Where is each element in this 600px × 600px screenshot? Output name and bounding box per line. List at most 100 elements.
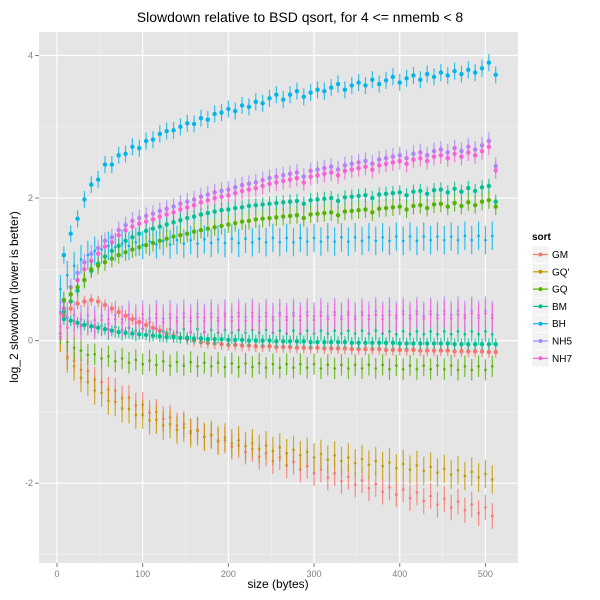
data-point: [312, 471, 316, 475]
data-point: [360, 329, 364, 332]
data-point: [431, 74, 437, 80]
data-point: [244, 362, 247, 365]
data-point: [65, 326, 69, 330]
data-point: [100, 391, 103, 394]
data-point: [161, 239, 165, 243]
data-point: [388, 486, 391, 489]
data-point: [93, 352, 96, 356]
data-point: [226, 337, 231, 343]
data-point: [333, 329, 336, 332]
data-point: [342, 346, 348, 351]
data-point: [260, 338, 265, 343]
data-point: [178, 217, 183, 223]
data-point: [360, 367, 364, 370]
data-point: [395, 235, 398, 238]
data-point: [367, 486, 371, 490]
data-point: [340, 317, 343, 321]
data-point: [445, 341, 450, 346]
data-point: [347, 475, 350, 479]
data-point: [281, 214, 286, 219]
data-point: [360, 239, 364, 243]
data-point: [175, 320, 179, 323]
data-point: [246, 203, 252, 209]
data-point: [287, 339, 293, 344]
data-point: [411, 189, 416, 194]
plot-panel: [39, 32, 518, 563]
data-point: [191, 336, 197, 341]
data-point: [466, 185, 471, 191]
data-point: [233, 337, 238, 343]
data-point: [233, 205, 238, 211]
data-point: [157, 334, 163, 339]
data-point: [130, 317, 135, 322]
x-axis: 0 100 200 300 400 500: [54, 563, 493, 579]
data-point: [404, 347, 409, 353]
data-point: [401, 330, 405, 333]
legend-item: GM: [531, 245, 568, 264]
data-point: [486, 349, 492, 355]
data-point: [353, 363, 357, 367]
data-point: [148, 320, 151, 324]
data-point: [239, 205, 245, 210]
data-point: [390, 347, 396, 353]
data-point: [285, 318, 288, 322]
data-point: [244, 237, 247, 240]
data-point: [463, 474, 467, 478]
data-point: [109, 328, 115, 333]
data-point: [72, 264, 76, 268]
data-point: [459, 189, 464, 194]
data-point: [141, 243, 144, 247]
data-point: [148, 359, 151, 362]
data-point: [477, 332, 480, 336]
data-point: [459, 341, 464, 347]
data-point: [418, 341, 423, 346]
data-point: [335, 198, 341, 204]
data-point: [445, 348, 450, 353]
data-point: [370, 210, 375, 215]
data-point: [353, 317, 357, 321]
grid-minor: [39, 32, 518, 563]
data-point: [292, 366, 295, 370]
data-point: [408, 235, 412, 238]
data-point: [376, 206, 382, 211]
data-point: [340, 479, 343, 483]
data-point: [367, 235, 371, 239]
data-point: [109, 240, 115, 245]
data-point: [287, 199, 293, 204]
data-point: [374, 313, 378, 317]
y-tick-label: 2: [28, 193, 33, 203]
y-axis: -2 0 2 4: [25, 51, 39, 488]
data-point: [308, 90, 313, 95]
data-point: [223, 365, 227, 369]
legend-label: GQ': [552, 267, 570, 278]
data-point: [363, 83, 368, 88]
data-point: [418, 188, 423, 194]
data-point: [415, 464, 419, 467]
data-point: [141, 362, 144, 366]
data-point: [274, 339, 279, 344]
data-point: [490, 364, 494, 368]
legend-point-icon: [538, 304, 543, 309]
data-point: [370, 340, 375, 345]
data-point: [267, 96, 272, 101]
data-point: [294, 198, 300, 204]
data-point: [445, 155, 450, 161]
data-point: [415, 239, 419, 243]
data-point: [264, 315, 268, 318]
data-point: [360, 457, 364, 461]
data-point: [347, 329, 350, 332]
legend-item: GQ': [531, 262, 570, 281]
data-point: [436, 235, 439, 238]
data-point: [198, 212, 204, 217]
data-point: [89, 267, 94, 272]
data-point: [246, 187, 252, 192]
data-point: [127, 407, 131, 411]
data-point: [349, 208, 354, 214]
data-point: [347, 240, 350, 243]
data-point: [443, 312, 446, 316]
data-point: [65, 273, 69, 277]
legend-point-icon: [538, 269, 543, 274]
data-point: [305, 464, 309, 468]
data-point: [470, 503, 474, 506]
